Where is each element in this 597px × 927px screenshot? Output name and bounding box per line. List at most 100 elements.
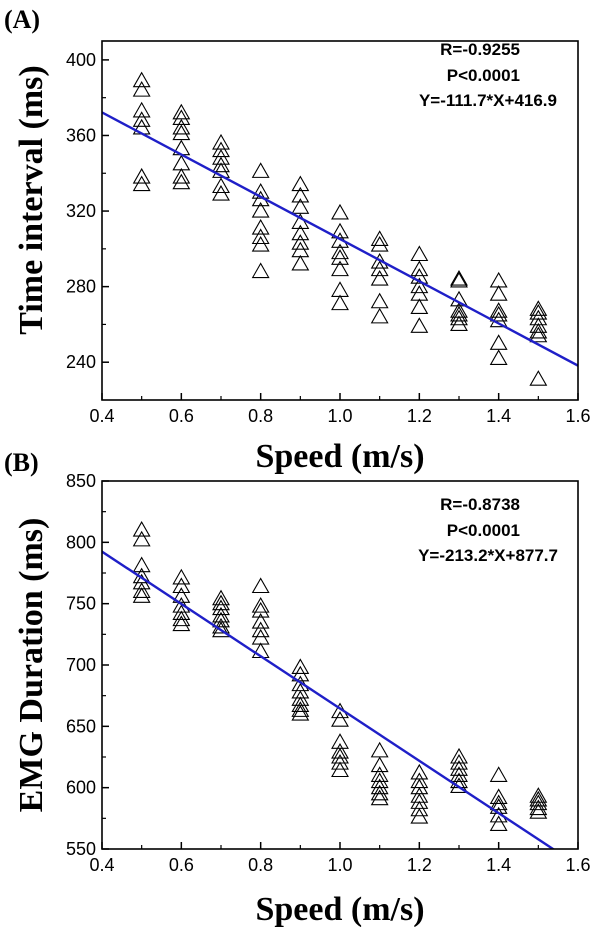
panel-label-b: (B) <box>4 448 39 477</box>
panel-a: (A) Time interval (ms) Speed (m/s) R=-0.… <box>4 5 591 475</box>
data-point-a <box>529 300 548 316</box>
data-point-a <box>489 305 508 322</box>
data-point-a <box>370 269 389 286</box>
y-tick-label-b: 550 <box>66 839 96 859</box>
stat-p-a: P<0.0001 <box>447 66 520 85</box>
x-tick-label-a: 0.6 <box>169 406 194 426</box>
data-point-a <box>331 260 349 277</box>
data-point-a <box>251 235 270 252</box>
y-tick-label-b: 700 <box>66 655 96 675</box>
x-tick-label-b: 1.4 <box>486 855 511 875</box>
data-point-a <box>410 268 429 284</box>
data-point-a <box>529 370 548 386</box>
y-tick-label-b: 650 <box>66 716 96 736</box>
x-tick-label-b: 1.0 <box>327 855 352 875</box>
data-point-b <box>410 778 429 795</box>
data-point-b <box>172 577 191 594</box>
data-point-b <box>212 589 230 606</box>
data-point-b <box>331 742 349 759</box>
data-point-a <box>251 218 270 235</box>
data-point-b <box>132 582 151 598</box>
data-point-a <box>132 71 151 88</box>
data-point-a <box>291 254 310 271</box>
data-point-a <box>450 309 468 326</box>
data-point-a <box>410 298 429 314</box>
plot-frame-b <box>101 480 579 850</box>
data-point-a <box>212 141 230 158</box>
data-point-a <box>489 349 508 365</box>
data-point-a <box>291 198 310 214</box>
data-point-a <box>212 133 230 150</box>
stat-r-a: R=-0.9255 <box>440 40 520 59</box>
panel-label-a: (A) <box>4 5 40 34</box>
x-tick-label-a: 0.8 <box>248 406 273 426</box>
data-point-b <box>450 760 468 776</box>
data-point-a <box>132 81 151 97</box>
data-point-a <box>331 249 349 265</box>
data-point-b <box>529 803 548 819</box>
data-point-a <box>370 292 389 309</box>
data-point-a <box>172 124 191 141</box>
data-point-b <box>291 701 310 717</box>
data-point-a <box>331 203 349 220</box>
data-point-a <box>251 262 270 279</box>
stat-p-b: P<0.0001 <box>447 521 520 540</box>
x-tick-label-b: 0.4 <box>89 855 114 875</box>
data-point-b <box>251 577 270 594</box>
stats-box-b: R=-0.8738 P<0.0001 Y=-213.2*X+877.7 <box>418 495 558 565</box>
y-tick-label-b: 600 <box>66 778 96 798</box>
data-point-b <box>410 807 429 824</box>
data-point-a <box>370 260 389 277</box>
data-point-b <box>370 789 389 806</box>
data-point-a <box>132 167 151 184</box>
x-tick-label-b: 1.2 <box>407 855 432 875</box>
data-point-b <box>132 530 151 547</box>
data-point-a <box>291 175 310 192</box>
fit-line-a <box>102 111 578 367</box>
data-point-b <box>251 621 270 638</box>
data-point-b <box>291 665 310 682</box>
y-tick-label-a: 320 <box>66 201 96 221</box>
y-tick-label-b: 800 <box>66 532 96 552</box>
data-point-a <box>251 201 270 218</box>
data-point-b <box>370 778 389 795</box>
data-point-b <box>251 612 270 629</box>
data-point-b <box>331 733 349 749</box>
data-point-b <box>370 741 389 758</box>
stats-box-a: R=-0.9255 P<0.0001 Y=-111.7*X+416.9 <box>419 40 557 110</box>
data-point-b <box>489 788 508 805</box>
data-point-b <box>291 658 310 675</box>
data-point-a <box>331 294 349 311</box>
x-tick-label-b: 0.8 <box>248 855 273 875</box>
data-point-b <box>370 784 389 801</box>
data-point-b <box>450 766 468 782</box>
data-point-b <box>172 587 191 603</box>
data-point-b <box>489 794 508 811</box>
data-point-b <box>172 568 191 585</box>
y-axis-label-a: Time interval (ms) <box>13 65 50 334</box>
x-tick-label-b: 0.6 <box>169 855 194 875</box>
data-point-b <box>450 747 468 764</box>
data-point-b <box>251 601 270 618</box>
y-tick-label-b: 850 <box>66 471 96 491</box>
data-point-a <box>251 162 270 178</box>
data-point-b <box>212 599 230 616</box>
data-point-b <box>132 556 151 573</box>
data-point-a <box>370 307 389 324</box>
data-point-b <box>331 761 349 778</box>
data-point-a <box>172 118 191 135</box>
data-point-b <box>450 754 468 770</box>
data-point-b <box>331 754 349 770</box>
x-axis-label-b: Speed (m/s) <box>255 891 424 927</box>
data-point-b <box>489 815 508 832</box>
data-point-b <box>410 763 429 780</box>
x-axis-label-a: Speed (m/s) <box>255 438 424 475</box>
data-point-a <box>410 317 429 333</box>
x-tick-label-a: 1.4 <box>486 406 511 426</box>
data-point-a <box>489 271 508 288</box>
fit-line-b <box>102 550 556 849</box>
data-point-b <box>212 621 230 638</box>
data-point-a <box>450 305 468 322</box>
data-point-b <box>410 800 429 817</box>
data-point-a <box>212 162 230 178</box>
